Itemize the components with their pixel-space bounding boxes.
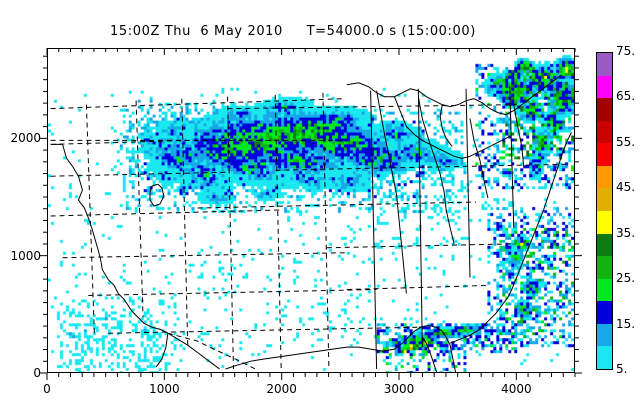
map-boundary-line: [326, 243, 516, 249]
map-boundary-line: [417, 88, 423, 348]
colorbar-band: [597, 98, 612, 121]
y-tick-label: 1000: [10, 248, 41, 263]
colorbar-tick-label: 75.: [616, 44, 636, 58]
map-boundary-line: [274, 94, 282, 370]
map-boundary-line: [509, 86, 515, 228]
map-boundary-line: [167, 332, 258, 371]
x-tick-label: 1000: [149, 382, 180, 396]
map-boundary-line: [275, 163, 566, 171]
colorbar-tick-label: 35.: [616, 225, 636, 240]
colorbar-band: [597, 188, 612, 211]
map-boundary-line: [167, 332, 220, 370]
map-boundary-line: [370, 90, 378, 370]
y-tick-label: 2000: [10, 131, 41, 146]
map-boundary-line: [449, 132, 572, 344]
x-tick-label: 3000: [383, 382, 415, 396]
map-boundary-line: [376, 90, 407, 294]
map-boundary-line: [108, 326, 419, 334]
colorbar-band: [597, 346, 612, 369]
colorbar-band: [597, 233, 612, 257]
map-boundary-line: [322, 92, 330, 370]
colorbar-tick-label: 25.: [616, 271, 636, 286]
map-boundary-line: [225, 324, 447, 370]
colorbar-band: [597, 278, 612, 302]
map-boundaries: [50, 74, 572, 372]
map-boundary-line: [135, 100, 144, 318]
map-boundary-line: [62, 252, 347, 259]
colorbar-band: [597, 143, 612, 166]
map-boundary-line: [149, 183, 165, 207]
map-boundary-line: [417, 96, 455, 244]
map-boundary-line: [421, 336, 457, 372]
map-boundary-line: [394, 96, 510, 159]
map-boundary-line: [227, 96, 234, 370]
x-tick-label: 2000: [266, 382, 297, 396]
colorbar-tick-label: 45.: [616, 180, 636, 195]
page-title: 15:00Z Thu 6 May 2010 T=54000.0 s (15:00…: [110, 24, 476, 39]
colorbar-band: [597, 256, 612, 279]
colorbar-band: [597, 210, 612, 234]
colorbar-tick-label: 55.: [616, 134, 636, 149]
map-boundary-line: [50, 209, 280, 217]
colorbar-band: [597, 75, 612, 99]
colorbar-band: [597, 323, 612, 347]
colorbar-tick-label: 65.: [616, 89, 636, 104]
map-boundary-line: [439, 104, 453, 147]
map-boundary-line: [50, 143, 169, 334]
map-boundary-line: [469, 118, 489, 199]
map-boundary-line: [50, 171, 228, 177]
colorbar-band: [597, 165, 612, 189]
colorbar-band: [597, 53, 612, 76]
x-tick-label: 0: [43, 382, 51, 396]
map-boundary-line: [50, 139, 188, 145]
map-boundary-line: [181, 98, 189, 348]
colorbar-tick-label: 15.: [616, 316, 636, 331]
map-boundary-line: [197, 201, 476, 209]
colorbar: [596, 52, 613, 370]
map-boundary-line: [465, 88, 471, 278]
colorbar-tick-label: 5.: [616, 362, 628, 376]
map-boundary-line: [85, 104, 95, 334]
colorbar-band: [597, 120, 612, 144]
map-boundary-line: [155, 333, 169, 368]
y-tick-label: 0: [33, 366, 41, 380]
x-tick-label: 4000: [501, 382, 532, 396]
colorbar-band: [597, 301, 612, 324]
map-boundary-line: [346, 74, 562, 116]
map-boundary-line: [227, 104, 516, 110]
map-plot-area: [47, 48, 575, 373]
map-boundary-line: [50, 98, 343, 110]
map-boundary-line: [346, 285, 486, 291]
map-boundary-line: [88, 289, 377, 296]
map-boundary-line: [513, 104, 525, 167]
